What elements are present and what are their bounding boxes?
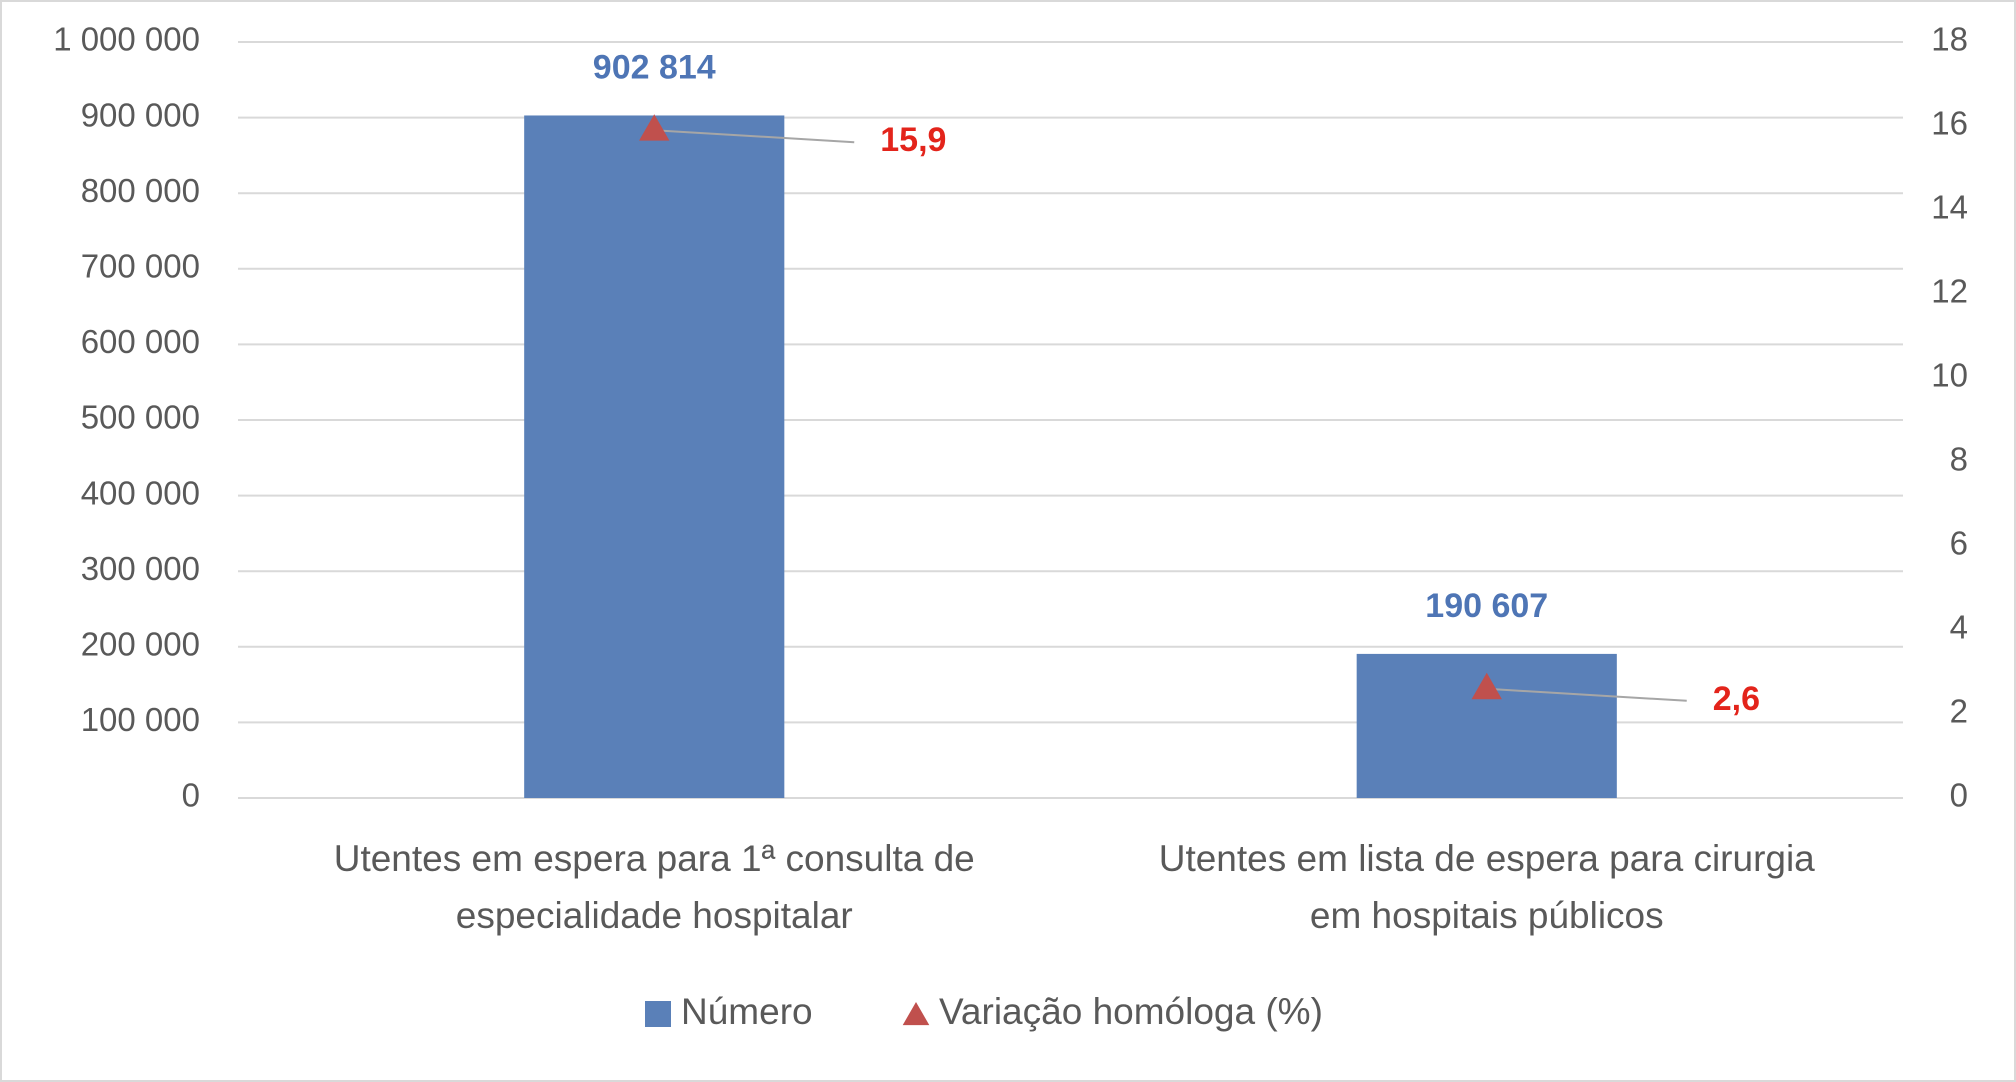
y2-tick-label: 18 (1931, 21, 1968, 58)
x-tick-label: Utentes em espera para 1ª consulta de (334, 838, 975, 879)
legend-swatch (902, 1002, 930, 1026)
x-tick-label: Utentes em lista de espera para cirurgia (1159, 838, 1815, 879)
y-tick-label: 0 (182, 777, 200, 814)
y2-tick-label: 12 (1931, 273, 1968, 310)
leader-line (1486, 687, 1687, 702)
y-tick-label: 900 000 (81, 96, 200, 133)
y2-tick-label: 6 (1950, 525, 1968, 562)
legend-label: Número (681, 991, 813, 1032)
y2-tick-label: 14 (1931, 189, 1968, 226)
legend-swatch (645, 1001, 671, 1027)
y2-tick-label: 16 (1931, 105, 1968, 142)
marker-value-label: 15,9 (880, 121, 946, 159)
marker (639, 114, 670, 141)
leader-line (654, 129, 855, 144)
x-tick-label: especialidade hospitalar (456, 895, 853, 936)
y-tick-label: 200 000 (81, 626, 200, 663)
y2-tick-label: 10 (1931, 357, 1968, 394)
y-tick-label: 600 000 (81, 323, 200, 360)
y-tick-label: 700 000 (81, 248, 200, 285)
y-tick-label: 100 000 (81, 701, 200, 738)
legend-label: Variação homóloga (%) (939, 991, 1323, 1032)
y2-tick-label: 4 (1950, 609, 1968, 646)
y2-tick-label: 8 (1950, 441, 1968, 478)
bar-value-label: 190 607 (1425, 587, 1548, 625)
bar-value-label: 902 814 (593, 48, 716, 86)
bar (524, 115, 785, 799)
y-tick-label: 1 000 000 (53, 21, 200, 58)
y-tick-label: 300 000 (81, 550, 200, 587)
y2-tick-label: 0 (1950, 777, 1968, 814)
y-tick-label: 400 000 (81, 474, 200, 511)
marker-value-label: 2,6 (1713, 680, 1760, 718)
y2-tick-label: 2 (1950, 693, 1968, 730)
x-tick-label: em hospitais públicos (1310, 895, 1664, 936)
marker (1471, 672, 1502, 700)
y-tick-label: 500 000 (81, 399, 200, 436)
y-tick-label: 800 000 (81, 172, 200, 209)
